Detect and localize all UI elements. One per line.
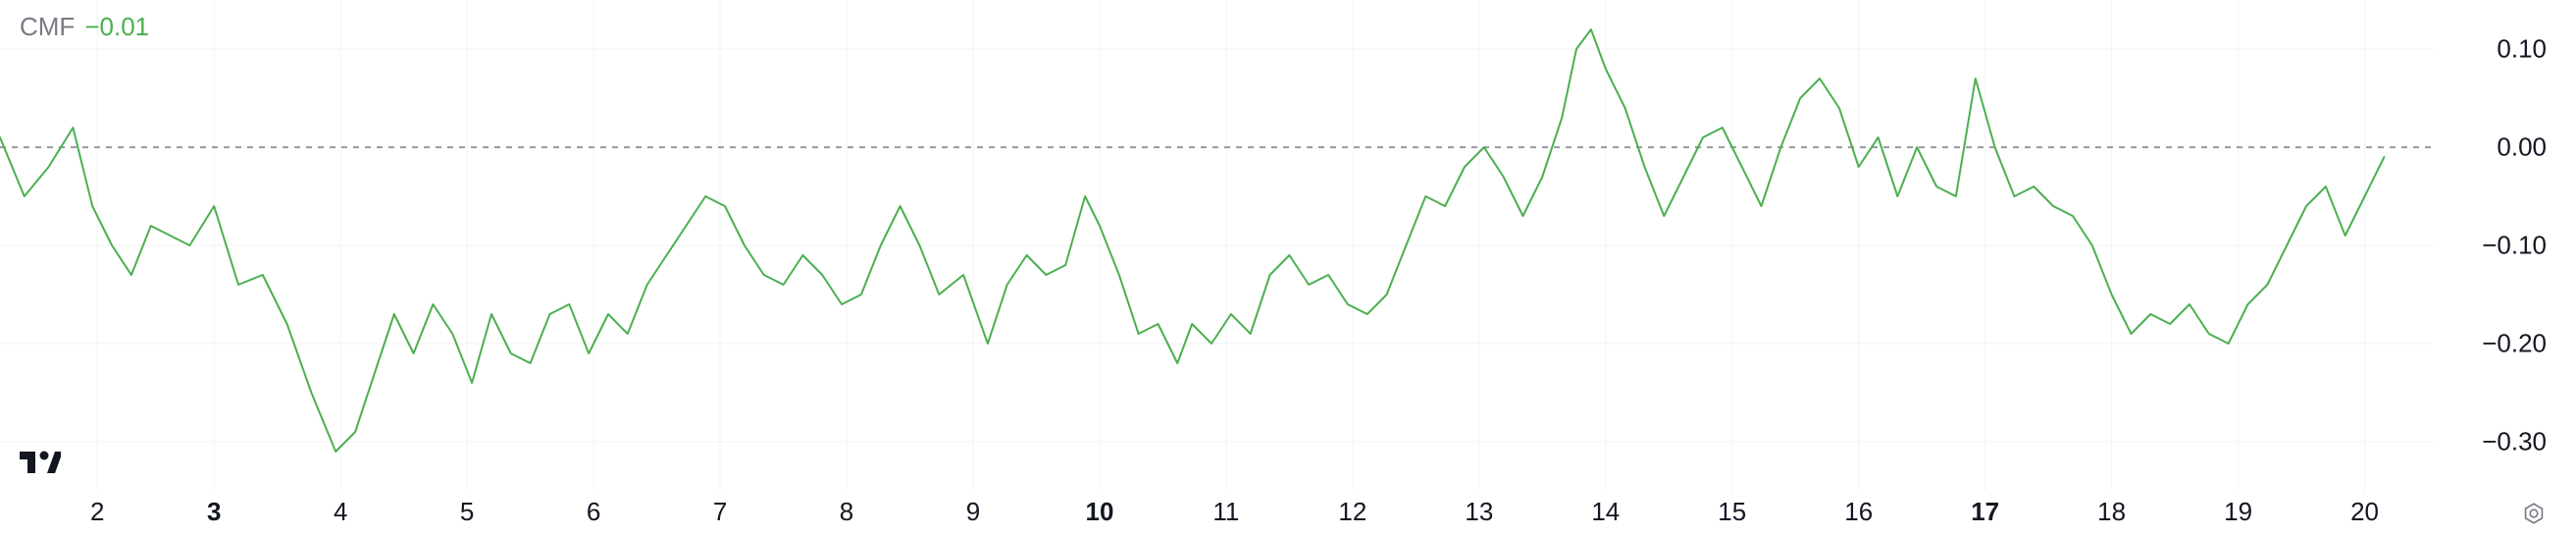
x-tick-label: 13 [1465,497,1493,527]
x-tick-label: 10 [1085,497,1113,527]
y-tick-label: −0.30 [2482,427,2547,457]
x-tick-label: 16 [1844,497,1873,527]
chart-plot-area[interactable] [0,0,2433,491]
y-tick-label: −0.20 [2482,329,2547,359]
x-tick-label: 19 [2224,497,2252,527]
tradingview-logo[interactable] [20,449,61,479]
x-tick-label: 14 [1591,497,1620,527]
x-tick-label: 8 [840,497,853,527]
x-tick-label: 9 [966,497,980,527]
x-tick-label: 5 [460,497,474,527]
y-axis: 0.10 0.00 −0.10 −0.20 −0.30 [2433,0,2576,491]
y-tick-label: 0.10 [2497,34,2547,65]
settings-icon[interactable] [2521,501,2547,526]
x-tick-label: 7 [713,497,727,527]
indicator-label: CMF [20,12,75,42]
indicator-value: −0.01 [84,12,149,42]
indicator-header[interactable]: CMF −0.01 [20,12,149,42]
x-tick-label: 20 [2350,497,2379,527]
x-tick-label: 15 [1718,497,1746,527]
y-tick-label: 0.00 [2497,133,2547,163]
x-axis: 2 3 4 5 6 7 8 9 10 11 12 13 14 15 16 17 18 19 20 [0,491,2433,536]
x-tick-label: 12 [1338,497,1366,527]
chart-svg [0,0,2433,491]
x-tick-label: 3 [207,497,221,527]
x-tick-label: 4 [334,497,347,527]
y-tick-label: −0.10 [2482,231,2547,261]
x-tick-label: 2 [90,497,104,527]
x-tick-label: 11 [1212,497,1239,527]
x-tick-label: 6 [587,497,600,527]
x-tick-label: 18 [2097,497,2126,527]
x-tick-label: 17 [1971,497,1999,527]
